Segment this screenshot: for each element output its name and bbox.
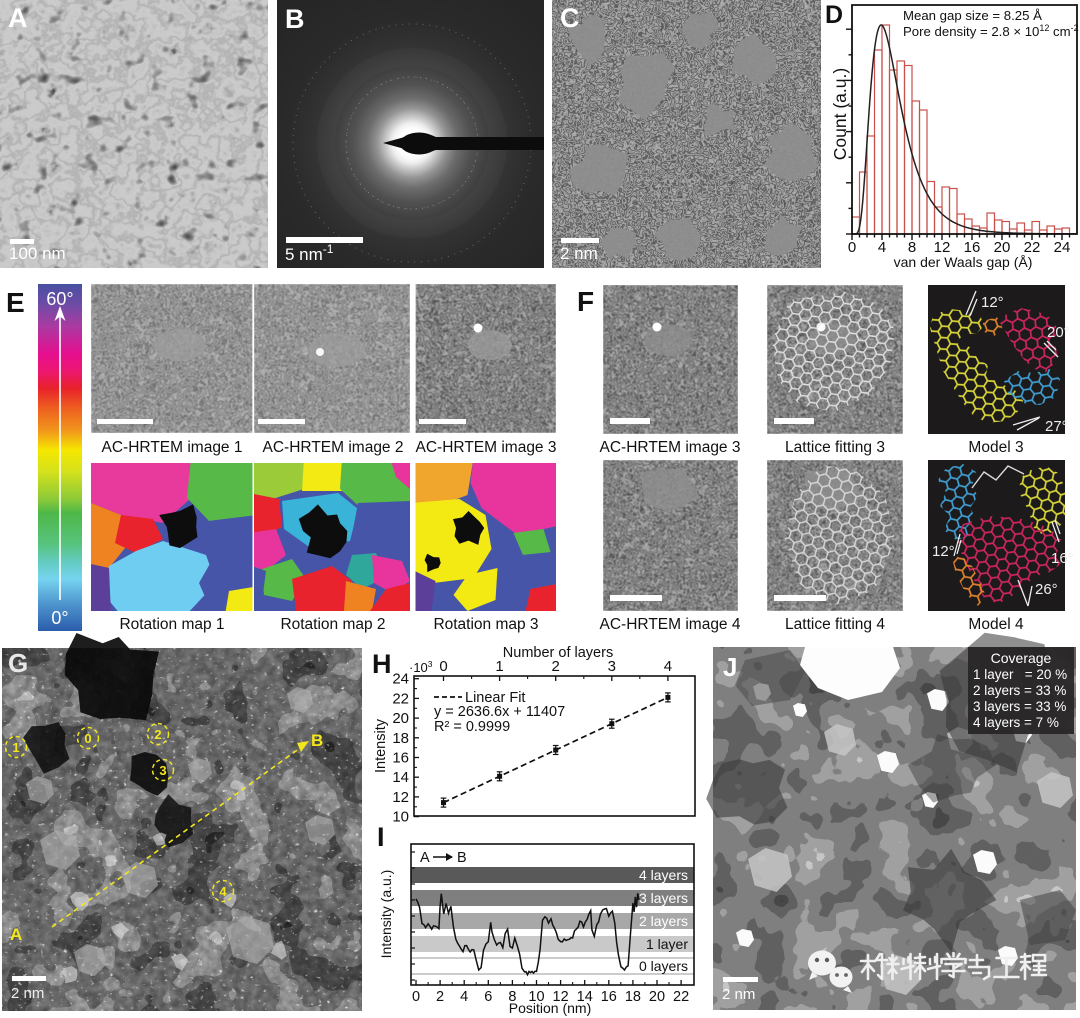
svg-text:Lattice fitting 4: Lattice fitting 4 <box>785 616 885 633</box>
svg-text:Count (a.u.): Count (a.u.) <box>830 68 850 160</box>
svg-text:14: 14 <box>392 769 409 786</box>
svg-text:·103: ·103 <box>409 659 433 675</box>
svg-text:18: 18 <box>625 989 641 1005</box>
svg-text:AC-HRTEM image 3: AC-HRTEM image 3 <box>416 439 557 456</box>
svg-text:1 layer: 1 layer <box>646 936 688 952</box>
svg-text:A: A <box>420 850 430 866</box>
svg-text:0 layers: 0 layers <box>639 958 688 974</box>
svg-text:H: H <box>372 649 392 679</box>
svg-text:Intensity: Intensity <box>373 718 389 773</box>
svg-text:2 layers: 2 layers <box>639 913 688 929</box>
svg-text:1 layer = 20 %: 1 layer = 20 % <box>973 667 1067 682</box>
svg-text:Linear Fit: Linear Fit <box>465 690 525 706</box>
svg-text:24: 24 <box>1054 239 1071 256</box>
svg-text:27°: 27° <box>1045 418 1068 435</box>
svg-text:Model 4: Model 4 <box>968 616 1024 633</box>
svg-text:0: 0 <box>412 989 420 1005</box>
svg-text:100 nm: 100 nm <box>9 244 66 263</box>
svg-text:F: F <box>577 286 594 317</box>
svg-text:24: 24 <box>392 671 409 688</box>
svg-text:4: 4 <box>664 658 672 675</box>
svg-text:Coverage: Coverage <box>991 650 1052 666</box>
svg-text:Lattice fitting 3: Lattice fitting 3 <box>785 439 885 456</box>
svg-text:12°: 12° <box>981 294 1004 311</box>
svg-text:2 nm: 2 nm <box>11 985 44 1002</box>
svg-text:2 layers = 33 %: 2 layers = 33 % <box>973 683 1066 698</box>
svg-text:12: 12 <box>553 989 569 1005</box>
svg-text:12: 12 <box>934 239 951 256</box>
svg-text:Number of layers: Number of layers <box>503 645 613 661</box>
svg-text:12°: 12° <box>932 543 955 560</box>
svg-text:3 layers = 33 %: 3 layers = 33 % <box>973 699 1066 714</box>
svg-text:Rotation map 3: Rotation map 3 <box>433 616 538 633</box>
svg-text:2: 2 <box>436 989 444 1005</box>
svg-text:60°: 60° <box>46 289 73 309</box>
svg-text:4 layers = 7 %: 4 layers = 7 % <box>973 715 1059 730</box>
svg-text:D: D <box>825 1 843 29</box>
svg-text:AC-HRTEM image 3: AC-HRTEM image 3 <box>600 439 741 456</box>
svg-text:Position (nm): Position (nm) <box>509 1000 591 1016</box>
svg-text:Intensity (a.u.): Intensity (a.u.) <box>378 870 394 959</box>
svg-text:AC-HRTEM image 1: AC-HRTEM image 1 <box>102 439 243 456</box>
svg-text:C: C <box>560 3 580 33</box>
svg-text:A: A <box>8 3 28 33</box>
svg-text:6: 6 <box>484 989 492 1005</box>
svg-text:22: 22 <box>392 690 409 707</box>
svg-text:Mean gap size = 8.25 Å: Mean gap size = 8.25 Å <box>903 8 1042 23</box>
svg-text:B: B <box>311 731 323 750</box>
svg-text:Pore density = 2.8 × 1012 cm-2: Pore density = 2.8 × 1012 cm-2 <box>903 23 1079 39</box>
svg-text:J: J <box>723 652 737 682</box>
svg-text:16: 16 <box>601 989 617 1005</box>
svg-text:B: B <box>457 850 467 866</box>
svg-text:0: 0 <box>848 239 856 256</box>
svg-text:12: 12 <box>392 789 409 806</box>
svg-text:A: A <box>10 925 22 944</box>
svg-text:18: 18 <box>392 730 409 747</box>
svg-text:16: 16 <box>392 750 409 767</box>
svg-text:4: 4 <box>460 989 468 1005</box>
svg-text:8: 8 <box>908 239 916 256</box>
svg-text:20°: 20° <box>1047 324 1070 341</box>
svg-text:4 layers: 4 layers <box>639 867 688 883</box>
svg-text:2: 2 <box>552 658 560 675</box>
svg-text:0: 0 <box>439 658 447 675</box>
svg-text:van der Waals gap (Å): van der Waals gap (Å) <box>894 254 1033 270</box>
svg-text:2 nm: 2 nm <box>722 986 755 1003</box>
svg-text:B: B <box>285 4 305 34</box>
svg-text:20: 20 <box>994 239 1011 256</box>
svg-text:16: 16 <box>964 239 981 256</box>
svg-text:10: 10 <box>392 809 409 826</box>
svg-text:20: 20 <box>649 989 665 1005</box>
svg-text:Model 3: Model 3 <box>968 439 1023 456</box>
svg-text:22: 22 <box>1024 239 1041 256</box>
svg-text:3: 3 <box>608 658 616 675</box>
svg-text:26°: 26° <box>1035 581 1058 598</box>
svg-text:R² = 0.9999: R² = 0.9999 <box>434 719 510 735</box>
svg-text:AC-HRTEM image 4: AC-HRTEM image 4 <box>600 616 741 633</box>
svg-text:22: 22 <box>673 989 689 1005</box>
svg-text:I: I <box>377 822 385 852</box>
svg-text:5 nm-1: 5 nm-1 <box>285 242 334 264</box>
svg-text:1: 1 <box>495 658 503 675</box>
svg-text:2 nm: 2 nm <box>560 244 598 263</box>
svg-text:2: 2 <box>154 727 161 742</box>
svg-text:4: 4 <box>219 884 227 899</box>
svg-text:0: 0 <box>84 731 91 746</box>
svg-text:E: E <box>6 287 25 318</box>
svg-text:1: 1 <box>12 740 19 755</box>
svg-text:20: 20 <box>392 710 409 727</box>
svg-text:AC-HRTEM image 2: AC-HRTEM image 2 <box>263 439 404 456</box>
svg-text:8: 8 <box>508 989 516 1005</box>
svg-text:10: 10 <box>528 989 544 1005</box>
svg-text:4: 4 <box>878 239 886 256</box>
svg-text:0°: 0° <box>51 608 68 628</box>
svg-text:y = 2636.6x + 11407: y = 2636.6x + 11407 <box>434 704 565 720</box>
svg-text:Rotation map 1: Rotation map 1 <box>119 616 224 633</box>
svg-text:G: G <box>8 648 28 678</box>
svg-text:Rotation map 2: Rotation map 2 <box>280 616 385 633</box>
svg-text:14: 14 <box>577 989 593 1005</box>
svg-text:3: 3 <box>159 763 166 778</box>
svg-text:3 layers: 3 layers <box>639 890 688 906</box>
svg-text:16°: 16° <box>1051 550 1074 567</box>
